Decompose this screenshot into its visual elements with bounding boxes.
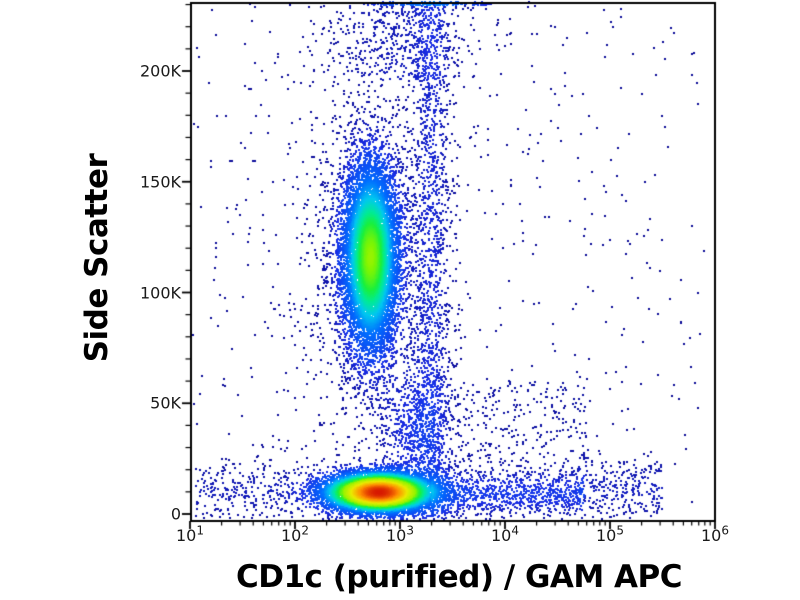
x-tick-label-10e2: 102 (281, 523, 309, 545)
x-tick-label-10e3: 103 (386, 523, 414, 545)
y-tick-label-100K: 100K (139, 283, 181, 302)
y-tick-label-200K: 200K (139, 61, 181, 81)
y-axis-title: Side Scatter (79, 153, 115, 363)
y-tick-label-150K: 150K (139, 172, 181, 192)
y-tick-label-0: 0 (170, 504, 181, 524)
x-tick-label-10e1: 101 (176, 523, 204, 545)
x-tick-label-10e4: 104 (491, 523, 519, 545)
x-tick-label-10e6: 106 (701, 523, 729, 545)
y-tick-label-50K: 50K (150, 393, 181, 413)
x-tick-label-10e5: 105 (596, 523, 624, 545)
x-axis-title: CD1c (purified) / GAM APC (235, 559, 683, 595)
